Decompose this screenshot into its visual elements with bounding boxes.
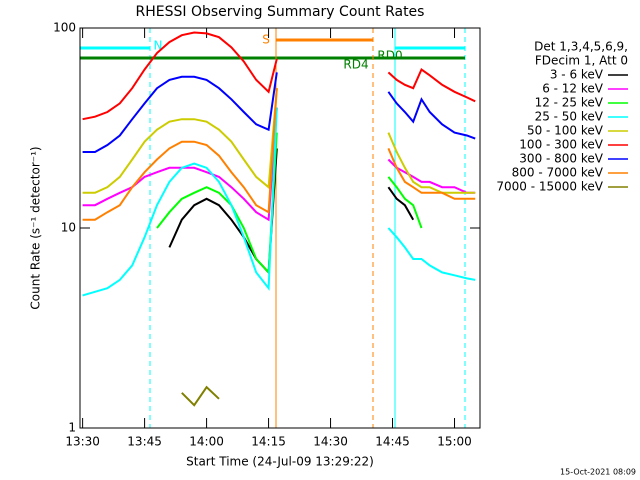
series-line [82, 88, 278, 221]
series-line [387, 67, 476, 103]
legend-label: 50 - 100 keV [527, 124, 604, 138]
series-line [82, 72, 278, 153]
x-tick-label: 14:45 [375, 435, 410, 449]
legend-label: 6 - 12 keV [542, 82, 604, 96]
chart-title: RHESSI Observing Summary Count Rates [136, 4, 425, 20]
legend-title: FDecim 1, Att 0 [535, 54, 628, 68]
series-line [156, 132, 278, 275]
y-axis-label: Count Rate (s⁻¹ detector⁻¹) [29, 146, 43, 309]
x-tick-label: 14:15 [251, 435, 286, 449]
annotation: S [262, 33, 270, 47]
x-tick-label: 15:00 [437, 435, 472, 449]
series-line [387, 158, 476, 194]
legend-label: 12 - 25 keV [535, 96, 604, 110]
y-tick-label: 1 [68, 421, 76, 435]
series-line [387, 148, 476, 200]
y-tick-label: 10 [61, 221, 76, 235]
annotation: RD0 [377, 49, 402, 63]
timestamp: 15-Oct-2021 08:09 [560, 468, 636, 477]
legend-label: 7000 - 15000 keV [496, 180, 603, 194]
legend-label: 3 - 6 keV [550, 68, 604, 82]
series-line [82, 107, 278, 297]
legend-label: 100 - 300 keV [519, 138, 603, 152]
series-line [387, 176, 423, 229]
x-tick-label: 14:00 [189, 435, 224, 449]
legend-label: 800 - 7000 keV [512, 166, 604, 180]
x-tick-label: 13:30 [65, 435, 100, 449]
series-line [82, 31, 278, 121]
legend-title: Det 1,3,4,5,6,9, [534, 40, 628, 54]
series-line [181, 385, 220, 407]
x-tick-label: 13:45 [127, 435, 162, 449]
annotation: N [154, 39, 163, 53]
series-line [82, 88, 278, 194]
x-axis-label: Start Time (24-Jul-09 13:29:22) [186, 455, 374, 469]
series-line [387, 186, 415, 221]
series-line [387, 91, 476, 140]
legend-label: 300 - 800 keV [519, 152, 603, 166]
interval-markers [80, 28, 466, 428]
series-line [387, 132, 476, 194]
legend-label: 25 - 50 keV [535, 110, 604, 124]
x-tick-label: 14:30 [313, 435, 348, 449]
series-line [387, 227, 476, 281]
annotation: RD4 [343, 58, 368, 72]
y-tick-label: 100 [53, 21, 76, 35]
